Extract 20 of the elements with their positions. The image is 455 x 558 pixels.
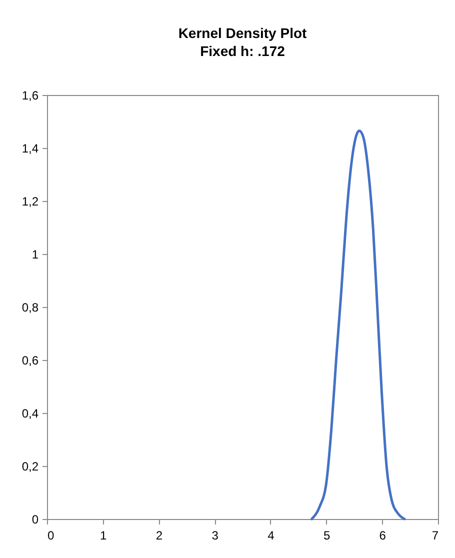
- y-tick-label: 0,8: [22, 300, 39, 314]
- x-tick-label: 6: [379, 528, 386, 542]
- x-tick-label: 3: [212, 528, 219, 542]
- line-series: [310, 130, 406, 520]
- chart-subtitle: Fixed h: .172: [200, 43, 286, 59]
- x-tick-label: 7: [432, 528, 439, 542]
- x-tick-label: 5: [323, 528, 330, 542]
- x-tick-label: 2: [156, 528, 163, 542]
- y-tick-label: 0,6: [22, 354, 39, 368]
- x-tick-label: 0: [48, 528, 54, 542]
- y-tick-label: 1,2: [22, 194, 39, 208]
- x-tick-label: 4: [268, 528, 275, 542]
- chart-title: Kernel Density Plot: [178, 25, 308, 41]
- y-tick-label: 0,2: [22, 460, 39, 474]
- y-tick-label: 1,6: [22, 88, 39, 102]
- x-tick-label: 1: [100, 528, 108, 542]
- y-tick-label: 1,4: [22, 142, 39, 156]
- y-tick-label: 1: [32, 248, 39, 262]
- y-tick-label: 0: [32, 512, 39, 526]
- y-tick-label: 0,4: [22, 406, 39, 420]
